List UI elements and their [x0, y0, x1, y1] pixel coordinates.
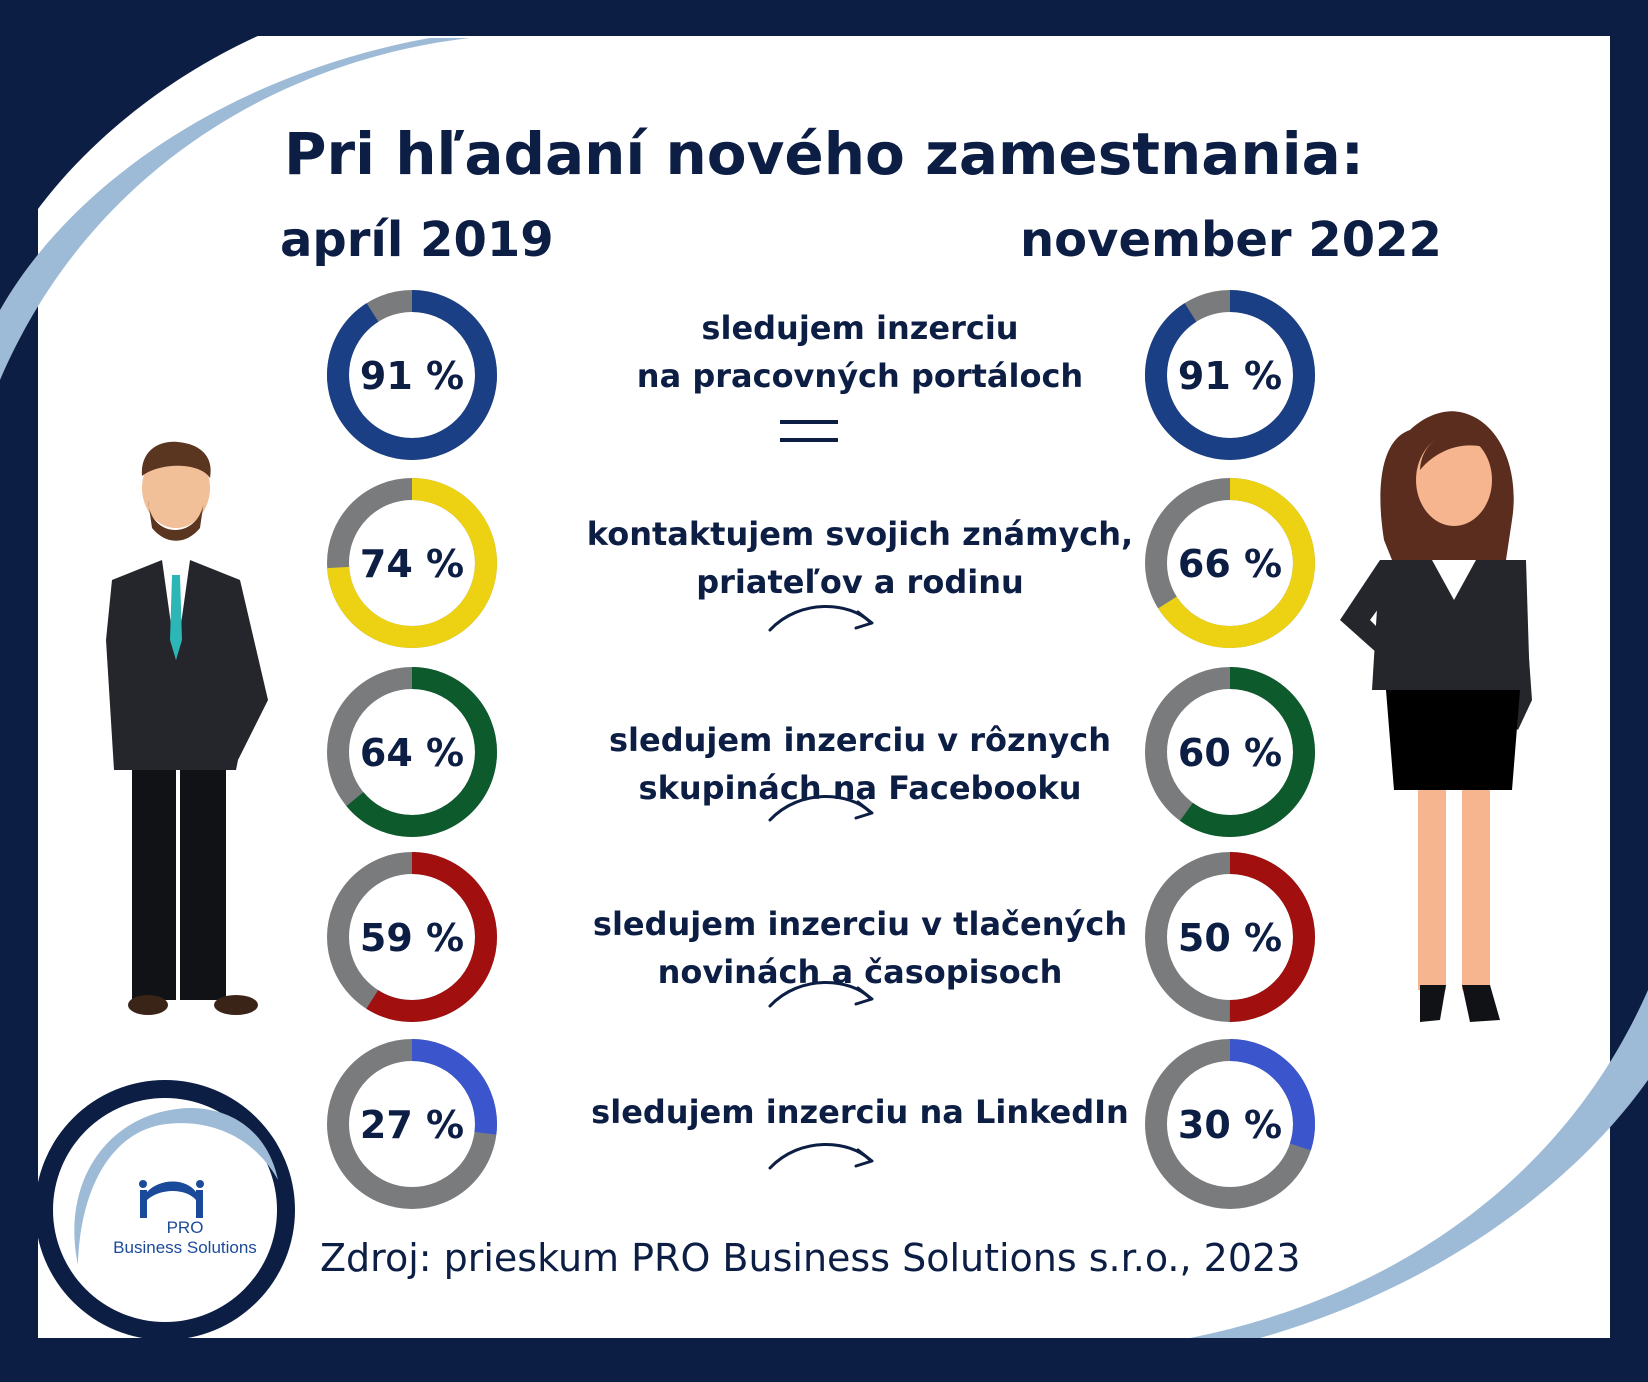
trend-arrowhead-icon: [854, 800, 874, 820]
donut-value-arc: [1145, 667, 1315, 837]
category-label-5: sledujem inzerciu na LinkedIn: [520, 1088, 1200, 1136]
donut-value-arc: [327, 478, 497, 648]
donut-value-label: 66 %: [1178, 542, 1282, 586]
donut-value-label: 74 %: [360, 542, 464, 586]
donut-left-5: 27 %: [327, 1039, 497, 1209]
donut-value-arc: [327, 290, 497, 460]
donut-right-4: 50 %: [1145, 852, 1315, 1022]
donut-value-label: 60 %: [1178, 731, 1282, 775]
donut-left-4: 59 %: [327, 852, 497, 1022]
trend-arrowhead-icon: [854, 986, 874, 1006]
man-illustration: [106, 441, 268, 1015]
donut-value-label: 64 %: [360, 731, 464, 775]
donut-value-label: 30 %: [1178, 1103, 1282, 1147]
frame-swoosh-top-left: [0, 38, 470, 380]
donut-left-2: 74 %: [327, 478, 497, 648]
donut-value-arc: [1145, 290, 1315, 460]
donut-right-1: 91 %: [1145, 290, 1315, 460]
donut-right-5: 30 %: [1145, 1039, 1315, 1209]
category-label-line: sledujem inzerciu v tlačených: [592, 905, 1128, 943]
category-label-line: kontaktujem svojich známych,: [586, 515, 1134, 553]
category-label-4: sledujem inzerciu v tlačených novinách a…: [520, 900, 1200, 996]
period-right-heading: november 2022: [1020, 212, 1442, 268]
equal-sign-icon: [780, 420, 838, 442]
trend-arrow-icon: [768, 605, 872, 632]
source-note: Zdroj: prieskum PRO Business Solutions s…: [320, 1236, 1301, 1280]
trend-arrow-icon: [768, 1143, 872, 1170]
category-label-line: sledujem inzerciu na LinkedIn: [591, 1093, 1129, 1131]
donut-value-arc: [1145, 1039, 1315, 1209]
frame-swoosh-bottom-right: [1190, 990, 1648, 1338]
category-label-line: sledujem inzerciu: [701, 309, 1019, 347]
white-panel: [38, 36, 1610, 1338]
donut-left-3: 64 %: [327, 667, 497, 837]
category-label-2: kontaktujem svojich známych, priateľov a…: [520, 510, 1200, 606]
donut-value-label: 27 %: [360, 1103, 464, 1147]
donut-right-2: 66 %: [1145, 478, 1315, 648]
page-title: Pri hľadaní nového zamestnania:: [284, 120, 1364, 188]
period-left-heading: apríl 2019: [280, 212, 554, 268]
trend-arrowhead-icon: [854, 1148, 874, 1168]
logo-line-company: Business Solutions: [113, 1238, 257, 1257]
donut-value-label: 91 %: [360, 354, 464, 398]
donut-right-3: 60 %: [1145, 667, 1315, 837]
donut-value-label: 50 %: [1178, 916, 1282, 960]
logo-text: PRO Business Solutions: [100, 1218, 270, 1258]
donut-value-arc: [327, 1039, 497, 1209]
category-label-line: novinách a časopisoch: [657, 953, 1063, 991]
category-label-3: sledujem inzerciu v rôznych skupinách na…: [520, 716, 1200, 812]
frame-swoosh-dark-top-left: [0, 0, 360, 270]
donut-value-label: 59 %: [360, 916, 464, 960]
donut-value-arc: [1145, 478, 1315, 648]
donut-value-label: 91 %: [1178, 354, 1282, 398]
logo-icon: [139, 1180, 204, 1218]
donut-value-arc: [327, 667, 497, 837]
logo-line-pro: PRO: [166, 1218, 204, 1237]
donut-value-arc: [1145, 852, 1315, 1022]
donut-value-arc: [327, 852, 497, 1022]
category-label-line: priateľov a rodinu: [696, 563, 1024, 601]
woman-illustration: [1340, 411, 1532, 1022]
category-label-line: na pracovných portáloch: [636, 357, 1084, 395]
donut-left-1: 91 %: [327, 290, 497, 460]
category-label-1: sledujem inzerciu na pracovných portáloc…: [520, 304, 1200, 400]
category-label-line: skupinách na Facebooku: [638, 769, 1082, 807]
category-label-line: sledujem inzerciu v rôznych: [608, 721, 1112, 759]
trend-arrowhead-icon: [854, 610, 874, 630]
